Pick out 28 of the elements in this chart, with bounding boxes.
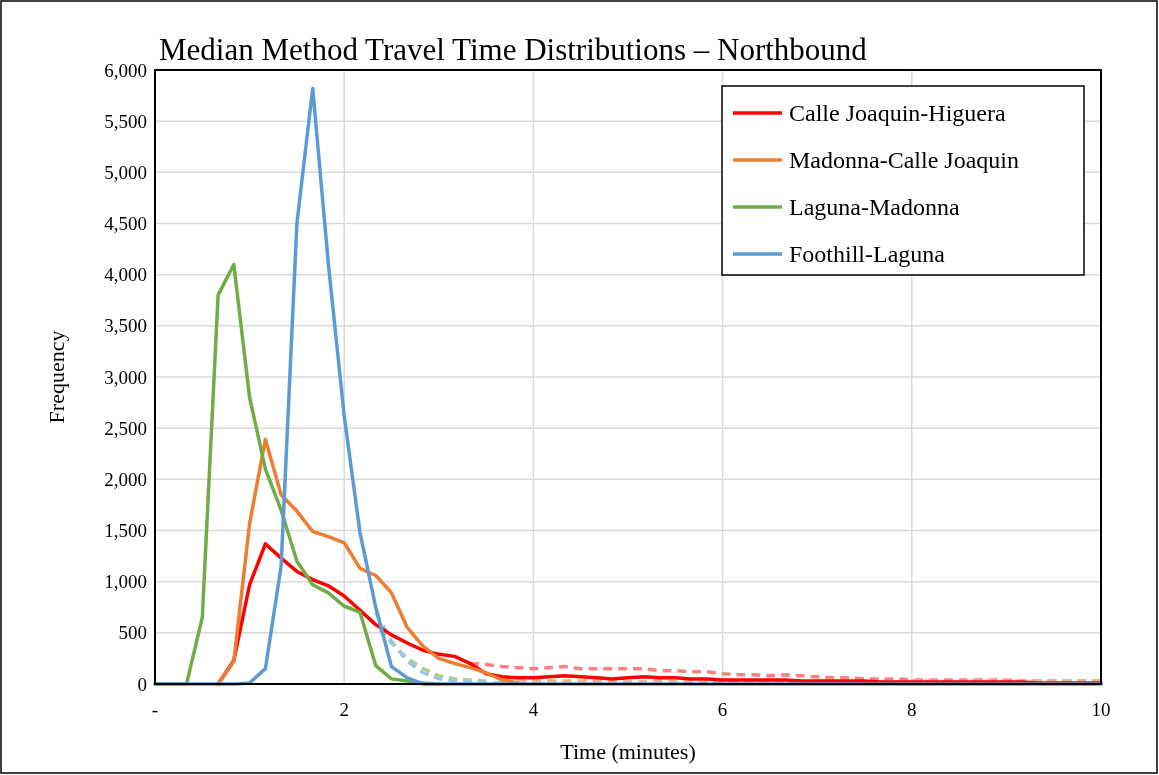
y-tick-label: 4,000 (104, 264, 147, 286)
y-tick-label: 3,500 (104, 315, 147, 337)
y-axis-title: Frequency (44, 330, 69, 424)
x-tick-label: 10 (1091, 699, 1111, 720)
y-tick-label: 2,000 (104, 468, 147, 490)
legend-label: Foothill-Laguna (789, 241, 946, 268)
x-tick-label: 6 (717, 699, 728, 720)
y-tick-label: 5,000 (104, 161, 147, 183)
x-tick-label: - (151, 699, 159, 720)
legend-label: Calle Joaquin-Higuera (789, 100, 1006, 127)
y-tick-label: 500 (118, 622, 147, 644)
y-tick-label: 1,500 (104, 520, 147, 542)
line-series (373, 610, 504, 685)
y-tick-label: 4,500 (104, 213, 147, 235)
y-tick-label: 3,000 (104, 366, 147, 388)
line-series (153, 86, 1103, 686)
x-tick-label: 4 (528, 699, 539, 720)
y-tick-label: 2,500 (104, 417, 147, 439)
x-tick-label: 8 (907, 699, 917, 720)
y-tick-label: 1,000 (104, 571, 147, 593)
y-tick-label: 6,000 (104, 59, 147, 81)
x-tick-label: 2 (339, 699, 349, 720)
y-tick-label: 0 (137, 673, 147, 695)
x-axis-title: Time (minutes) (560, 739, 696, 764)
legend-label: Laguna-Madonna (789, 194, 960, 221)
chart-title: Median Method Travel Time Distributions – Northbound (159, 32, 868, 67)
legend-label: Madonna-Calle Joaquin (789, 147, 1019, 174)
y-tick-label: 5,500 (104, 110, 147, 132)
